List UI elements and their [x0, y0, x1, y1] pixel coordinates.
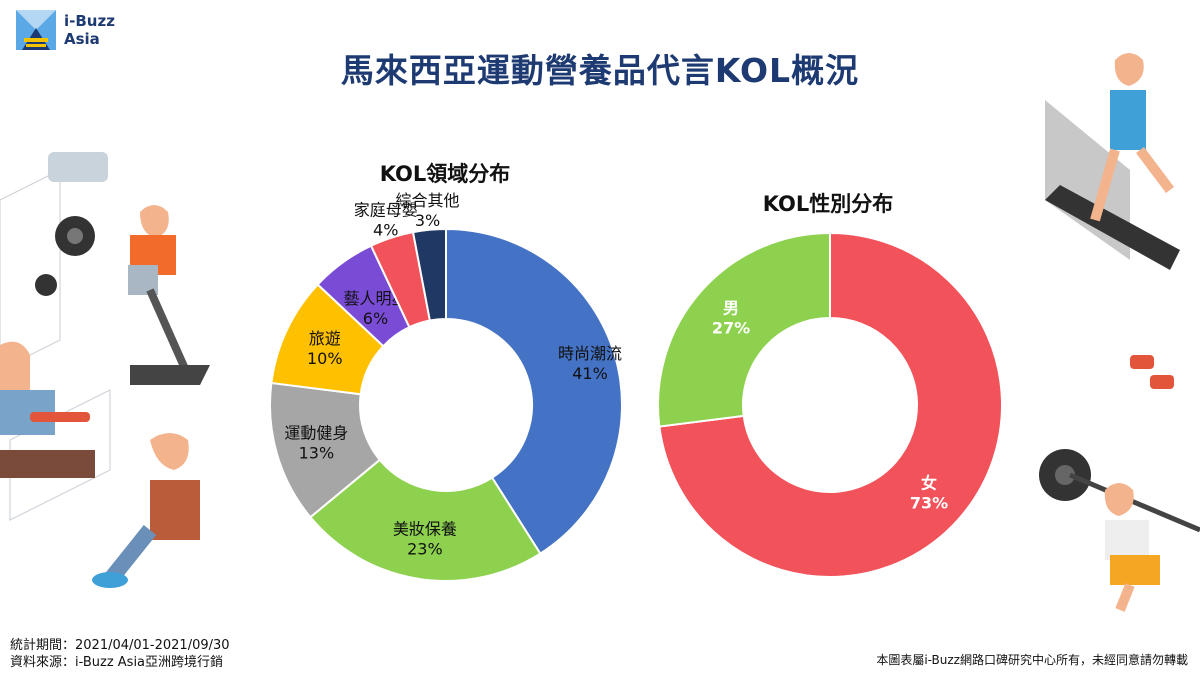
gender-slice-0 — [658, 231, 1003, 578]
domain-slice-value-1: 23% — [407, 539, 443, 558]
domain-chart-title: KOL領域分布 — [379, 162, 511, 186]
gender-slice-label-0: 女 — [921, 473, 937, 492]
domain-slice-0 — [445, 227, 623, 555]
domain-slice-label-2: 運動健身 — [284, 424, 348, 443]
domain-slice-6 — [411, 227, 447, 322]
gender-chart-title: KOL性別分布 — [762, 192, 894, 216]
domain-slice-label-6: 綜合其他 — [396, 191, 460, 210]
brand-logo-icon — [16, 10, 56, 50]
domain-slice-value-3: 10% — [307, 349, 343, 368]
domain-slice-label-0: 時尚潮流 — [558, 344, 622, 363]
brand-name: i-Buzz Asia — [64, 12, 115, 48]
footer-copyright: 本圖表屬i-Buzz網路口碑研究中心所有，未經同意請勿轉載 — [876, 653, 1188, 667]
footer-source: 資料來源：i-Buzz Asia亞洲跨境行銷 — [10, 655, 224, 670]
gender-slice-value-0: 73% — [910, 493, 948, 512]
decor-gym-left-illustration — [0, 152, 210, 588]
domain-slice-label-4: 藝人明星 — [343, 289, 407, 308]
domain-slice-label-5: 家庭母嬰 — [354, 201, 418, 220]
domain-slice-value-0: 41% — [572, 364, 608, 383]
brand-name-line2: Asia — [64, 30, 100, 48]
footer-notes: 統計期間：2021/04/01-2021/09/30 資料來源：i-Buzz A… — [10, 637, 230, 671]
domain-slice-label-1: 美妝保養 — [393, 519, 457, 538]
brand-logo: i-Buzz Asia — [14, 8, 124, 58]
domain-slice-value-4: 6% — [363, 309, 388, 328]
domain-slice-value-5: 4% — [373, 221, 398, 240]
domain-slice-value-2: 13% — [299, 444, 335, 463]
brand-name-line1: i-Buzz — [64, 12, 115, 30]
footer-period: 統計期間：2021/04/01-2021/09/30 — [10, 638, 230, 653]
gender-slice-1 — [657, 231, 831, 428]
gender-slice-value-1: 27% — [712, 319, 750, 338]
page-title: 馬來西亞運動營養品代言KOL概況 — [340, 51, 860, 90]
domain-slice-1 — [308, 458, 542, 582]
gender-slice-label-1: 男 — [723, 299, 739, 318]
domain-slice-value-6: 3% — [415, 211, 440, 230]
domain-slice-label-3: 旅遊 — [309, 329, 341, 348]
decor-gym-right-illustration — [1039, 53, 1200, 612]
